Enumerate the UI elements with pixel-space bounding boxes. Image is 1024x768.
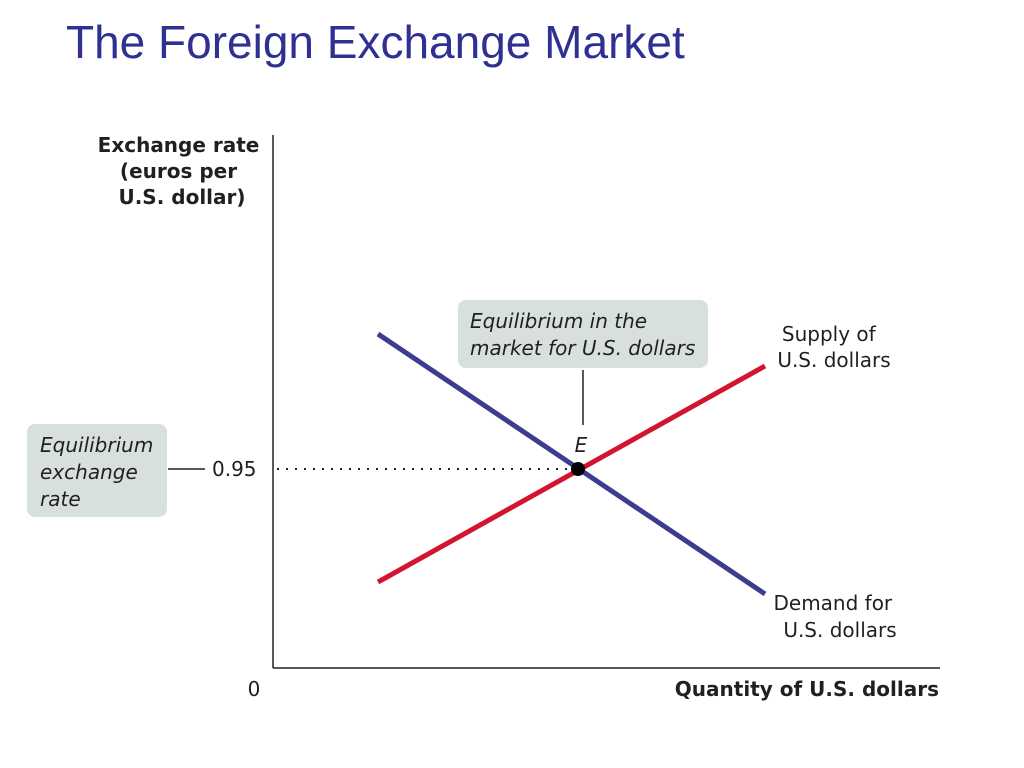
supply-curve	[376, 363, 767, 585]
y-axis-label-line: Exchange rate	[98, 133, 260, 157]
equilibrium-callout: Equilibrium in the market for U.S. dolla…	[470, 309, 695, 360]
point-label: E	[575, 433, 588, 457]
demand-label-line: Demand for	[773, 591, 892, 615]
rate-callout-line: Equilibrium	[40, 433, 153, 457]
y-axis-label: Exchange rate (euros per U.S. dollar)	[98, 133, 267, 209]
equilibrium-point	[571, 462, 585, 476]
x-axis-label: Quantity of U.S. dollars	[675, 677, 939, 701]
demand-label: Demand for U.S. dollars	[773, 591, 898, 642]
y-axis-label-line: U.S. dollar)	[118, 185, 245, 209]
demand-label-line: U.S. dollars	[783, 618, 896, 642]
origin-label: 0	[248, 677, 261, 701]
rate-callout: Equilibrium exchange rate	[40, 433, 160, 511]
rate-callout-line: rate	[40, 487, 81, 511]
slide-title: The Foreign Exchange Market	[66, 16, 685, 68]
rate-callout-line: exchange	[40, 460, 138, 484]
equilibrium-callout-line: Equilibrium in the	[470, 309, 647, 333]
rate-callout-box	[27, 424, 167, 517]
demand-curve	[376, 331, 767, 597]
y-axis-label-line: (euros per	[120, 159, 237, 183]
supply-label: Supply of U.S. dollars	[777, 322, 890, 372]
equilibrium-callout-box	[458, 300, 708, 368]
supply-label-line: U.S. dollars	[777, 348, 890, 372]
rate-tick-label: 0.95	[212, 457, 257, 481]
equilibrium-callout-line: market for U.S. dollars	[470, 336, 695, 360]
supply-label-line: Supply of	[782, 322, 877, 346]
